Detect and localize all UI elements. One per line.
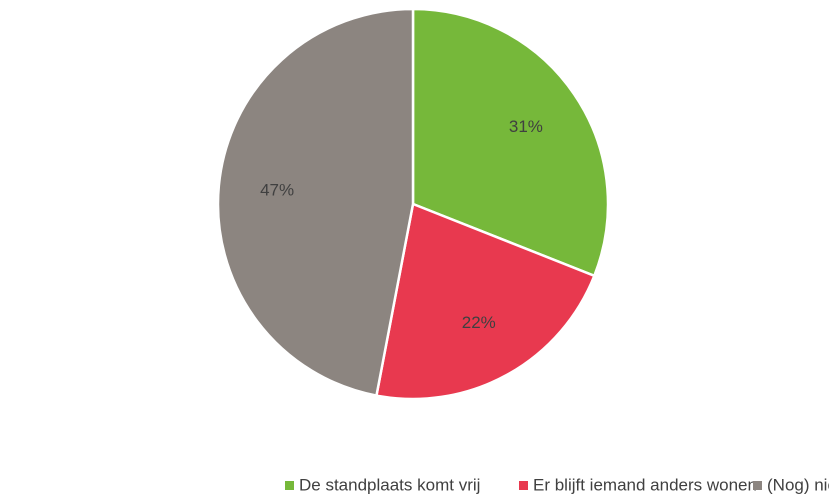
legend-swatch [285,481,294,490]
legend-swatch [753,481,762,490]
pie-slice [411,7,610,278]
legend-swatch [519,481,528,490]
data-label: 31% [509,117,543,136]
legend-label: De standplaats komt vrij [299,475,480,494]
data-label: 47% [260,181,294,200]
pie-slice [374,202,596,401]
legend-label: (Nog) niet bekend [767,475,829,494]
data-label: 22% [462,313,496,332]
pie-slice [216,7,415,398]
legend-label: Er blijft iemand anders wonen [533,475,757,494]
